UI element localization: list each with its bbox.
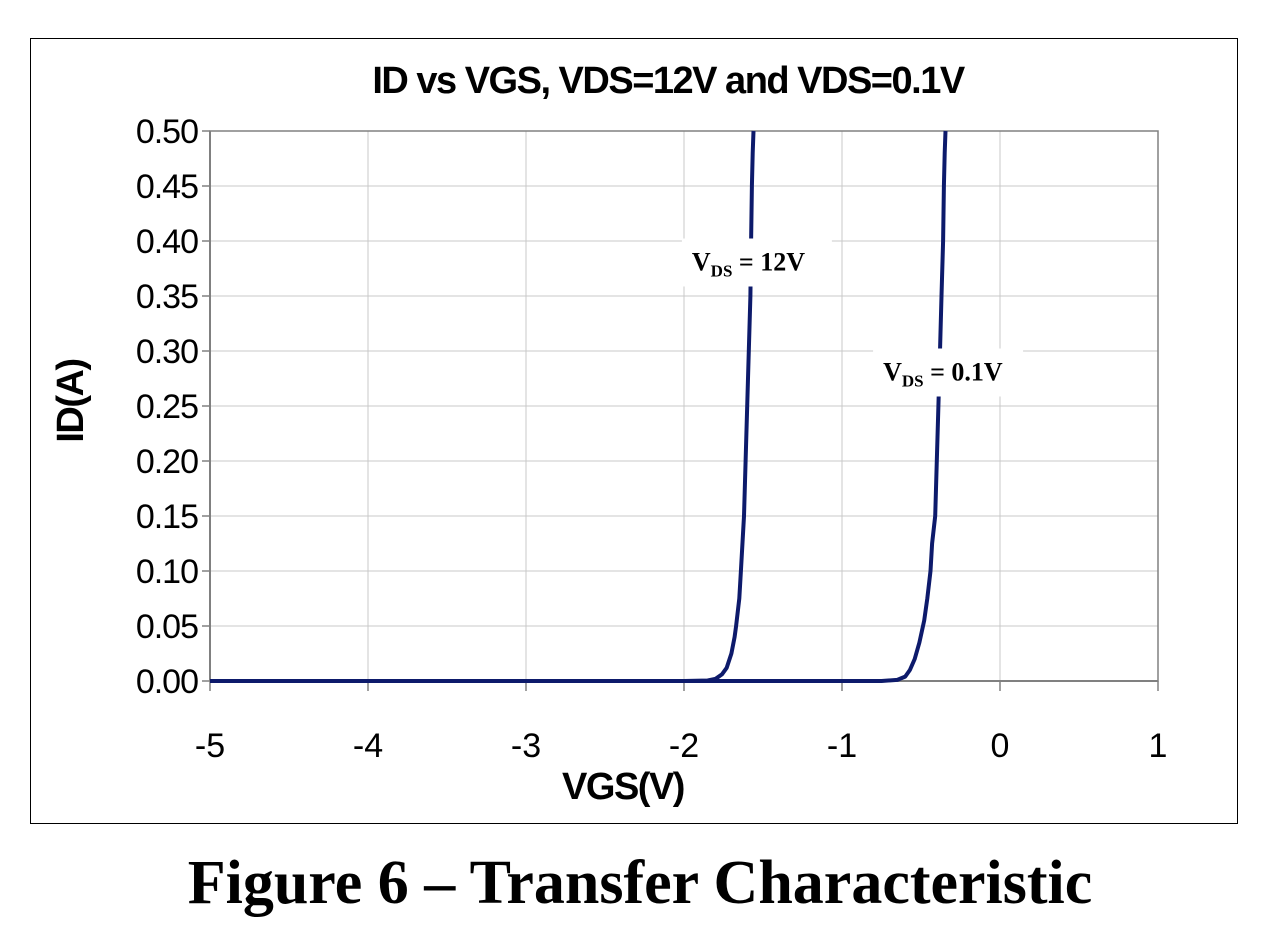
x-tick-label: -1 bbox=[827, 727, 857, 765]
y-tick-label: 0.20 bbox=[136, 443, 198, 481]
x-axis-title: VGS(V) bbox=[562, 766, 684, 808]
series-label-1: VDS = 12V bbox=[692, 248, 805, 281]
y-tick-label: 0.45 bbox=[136, 168, 198, 206]
x-tick-label: -3 bbox=[511, 727, 541, 765]
y-tick-label: 0.25 bbox=[136, 388, 198, 426]
chart-frame: ID vs VGS, VDS=12V and VDS=0.1V 0.00 0.05 0… bbox=[30, 38, 1238, 824]
y-tick-label: 0.05 bbox=[136, 608, 198, 646]
y-tick-label: 0.15 bbox=[136, 498, 198, 536]
figure-caption: Figure 6 – Transfer Characteristic bbox=[187, 849, 1093, 917]
series-label-2: VDS = 0.1V bbox=[883, 358, 1003, 391]
y-axis-title: ID(A) bbox=[50, 359, 92, 442]
y-tick-label: 0.30 bbox=[136, 333, 198, 371]
x-tick-label: -5 bbox=[195, 727, 225, 765]
y-tick-label: 0.40 bbox=[136, 223, 198, 261]
x-tick-label: 0 bbox=[991, 727, 1010, 765]
chart-title: ID vs VGS, VDS=12V and VDS=0.1V bbox=[372, 60, 966, 102]
series-label-bg bbox=[873, 348, 1024, 397]
y-tick-label: 0.35 bbox=[136, 278, 198, 316]
series-label-bg bbox=[681, 238, 832, 287]
y-tick-label: 0.10 bbox=[136, 553, 198, 591]
series-line-2 bbox=[210, 130, 948, 683]
x-tick-label: 1 bbox=[1149, 727, 1168, 765]
x-tick-label: -2 bbox=[669, 727, 699, 765]
y-tick-label: 0.00 bbox=[136, 663, 198, 701]
x-tick-label: -4 bbox=[353, 727, 383, 765]
y-tick-label: 0.50 bbox=[136, 113, 198, 151]
chart-svg: ID vs VGS, VDS=12V and VDS=0.1V 0.00 0.05 0… bbox=[50, 60, 1168, 808]
